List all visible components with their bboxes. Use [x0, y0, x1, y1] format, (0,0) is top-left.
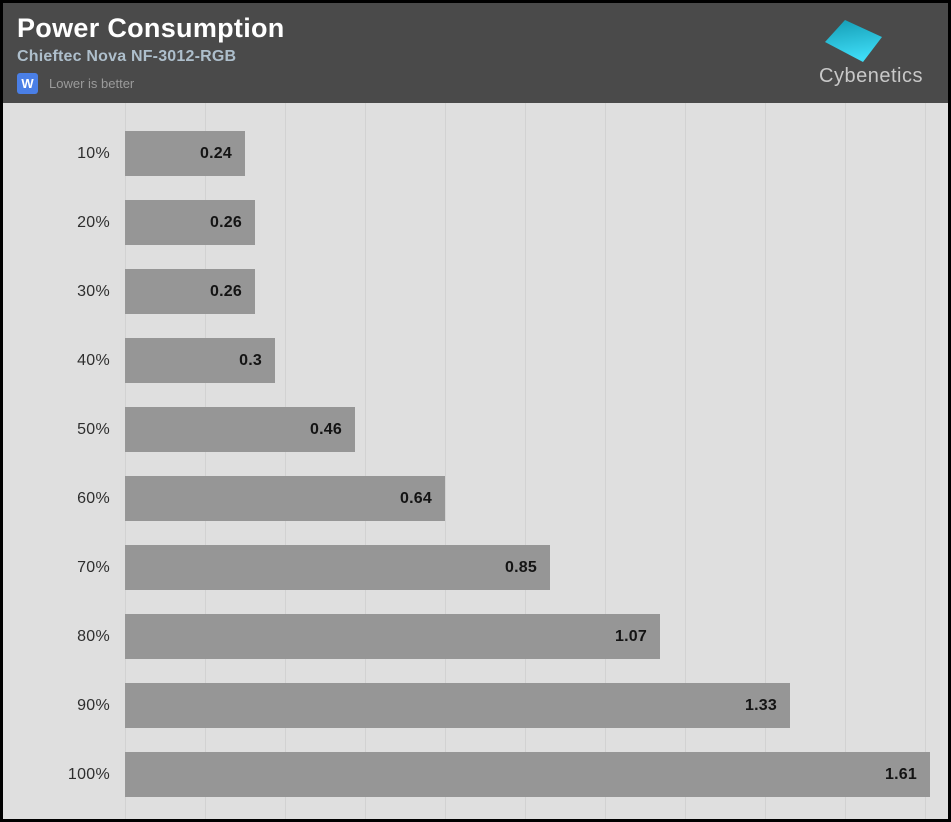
value-label: 0.85 [505, 559, 537, 576]
category-label: 90% [77, 697, 110, 714]
value-label: 0.3 [239, 352, 262, 369]
bar: 0.24 [125, 131, 245, 176]
value-label: 0.26 [210, 283, 242, 300]
gridline [605, 103, 606, 819]
gridline [925, 103, 926, 819]
category-label: 70% [77, 559, 110, 576]
category-label: 40% [77, 352, 110, 369]
value-label: 0.24 [200, 145, 232, 162]
value-label: 0.46 [310, 421, 342, 438]
lower-is-better-note: Lower is better [49, 75, 135, 91]
gridline [445, 103, 446, 819]
bar: 0.26 [125, 200, 255, 245]
bar: 0.26 [125, 269, 255, 314]
gridline [125, 103, 126, 819]
gridline [685, 103, 686, 819]
note-row: W Lower is better [17, 72, 948, 94]
category-label: 10% [77, 145, 110, 162]
chart-subtitle: Chieftec Nova NF-3012-RGB [17, 47, 237, 65]
bar: 1.33 [125, 683, 790, 728]
bar: 0.46 [125, 407, 355, 452]
bar: 0.3 [125, 338, 275, 383]
value-label: 1.33 [745, 697, 777, 714]
plot: 10% 0.24 20% 0.26 30% 0.26 40% 0.3 50% 0.46 60% 0.6… [3, 103, 948, 819]
value-label: 0.26 [210, 214, 242, 231]
category-label: 50% [77, 421, 110, 438]
gridline [285, 103, 286, 819]
value-label: 0.64 [400, 490, 432, 507]
chart-header: Power Consumption Chieftec Nova NF-3012-… [3, 3, 948, 103]
watt-unit-badge: W [17, 72, 38, 94]
cybenetics-logo: Cybenetics [819, 20, 923, 87]
category-label: 80% [77, 628, 110, 645]
page-title: Power Consumption [17, 13, 285, 43]
category-label: 60% [77, 490, 110, 507]
gridline [525, 103, 526, 819]
category-label: 100% [67, 766, 110, 783]
gridline [365, 103, 366, 819]
value-label: 1.07 [615, 628, 647, 645]
bar: 1.61 [125, 752, 930, 797]
gridline [765, 103, 766, 819]
gridline [205, 103, 206, 819]
bar: 1.07 [125, 614, 660, 659]
gridline [845, 103, 846, 819]
logo-diamond-icon [825, 20, 882, 62]
category-label: 20% [77, 214, 110, 231]
category-label: 30% [77, 283, 110, 300]
bar: 0.64 [125, 476, 445, 521]
brand-name: Cybenetics [819, 65, 923, 87]
bar: 0.85 [125, 545, 550, 590]
value-label: 1.61 [885, 766, 917, 783]
